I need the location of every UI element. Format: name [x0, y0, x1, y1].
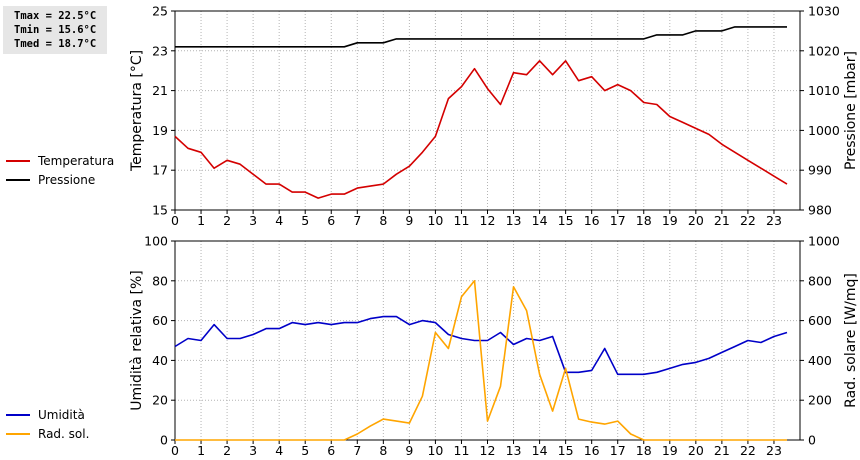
panel2-x-tick-label: 15 — [558, 443, 574, 458]
panel1-x-tick-label: 22 — [740, 213, 756, 228]
stat-tmed: Tmed = 18.7°C — [14, 38, 97, 50]
panel2-y-right-tick-label: 800 — [808, 273, 832, 288]
panel1-x-tick-label: 11 — [454, 213, 470, 228]
panel2-y-right-title: Rad. solare [W/mq] — [843, 273, 859, 408]
panel2-y-left-tick-label: 40 — [152, 353, 168, 368]
panel2-series-umidit — [174, 315, 788, 376]
panel1-y-left-tick-label: 21 — [152, 83, 168, 98]
panel1-y-right-tick-label: 980 — [808, 203, 832, 218]
panel1-y-right-tick-label: 1010 — [808, 83, 840, 98]
panel2-x-tick-label: 10 — [427, 443, 443, 458]
panel2-legend-label: Umidità — [38, 408, 85, 422]
panel1-y-right-tick-label: 1020 — [808, 43, 840, 58]
panel1-x-tick-label: 8 — [379, 213, 387, 228]
panel2-x-tick-label: 22 — [740, 443, 756, 458]
panel1-y-right-tick-label: 1030 — [808, 4, 840, 19]
panel2-y-left-tick-label: 60 — [152, 313, 168, 328]
panel2-x-tick-label: 23 — [766, 443, 782, 458]
panel1-x-tick-label: 4 — [275, 213, 283, 228]
panel1-y-right-title: Pressione [mbar] — [843, 51, 859, 170]
panel2-y-right-tick-label: 600 — [808, 313, 832, 328]
panel2-y-left-tick-label: 20 — [152, 393, 168, 408]
panel2-y-left-title: Umidità relativa [%] — [129, 270, 145, 411]
panel1-y-left-tick-label: 25 — [152, 4, 168, 19]
panel1-x-tick-label: 0 — [171, 213, 179, 228]
panel1-y-left-tick-label: 23 — [152, 43, 168, 58]
panel2-x-tick-label: 7 — [353, 443, 361, 458]
panel1-x-tick-label: 9 — [405, 213, 413, 228]
panel2-y-left-tick-label: 0 — [160, 433, 168, 448]
stats-box: Tmax = 22.5°C Tmin = 15.6°C Tmed = 18.7°… — [3, 6, 107, 54]
panel2-y-right-tick-label: 400 — [808, 353, 832, 368]
panel2-x-tick-label: 5 — [301, 443, 309, 458]
panel2-y-right-tick-label: 200 — [808, 393, 832, 408]
panel1-x-tick-label: 18 — [636, 213, 652, 228]
panel1-x-tick-label: 13 — [506, 213, 522, 228]
panel1-y-left-tick-label: 17 — [152, 163, 168, 178]
panel2-x-tick-label: 0 — [171, 443, 179, 458]
panel1-x-tick-label: 5 — [301, 213, 309, 228]
panel1-x-tick-label: 12 — [480, 213, 496, 228]
panel2-x-tick-label: 20 — [688, 443, 704, 458]
panel2-plot-frame — [174, 240, 801, 441]
panel2-x-tick-label: 13 — [506, 443, 522, 458]
panel1-x-tick-label: 23 — [766, 213, 782, 228]
panel1-y-left-tick-label: 19 — [152, 123, 168, 138]
panel2-x-tick-label: 1 — [197, 443, 205, 458]
panel1-y-left-tick-label: 15 — [152, 203, 168, 218]
panel1-plot-frame — [174, 10, 801, 211]
panel2-series-rad-sol — [175, 279, 787, 441]
panel1-x-tick-label: 17 — [610, 213, 626, 228]
stat-tmin: Tmin = 15.6°C — [14, 24, 97, 36]
panel1-x-tick-label: 16 — [584, 213, 600, 228]
stat-tmax: Tmax = 22.5°C — [14, 10, 97, 22]
panel1-x-tick-label: 1 — [197, 213, 205, 228]
panel2-x-tick-label: 14 — [532, 443, 548, 458]
panel2-x-tick-label: 4 — [275, 443, 283, 458]
panel2-x-tick-label: 8 — [379, 443, 387, 458]
panel2-x-tick-label: 18 — [636, 443, 652, 458]
panel2-legend-label: Rad. sol. — [38, 427, 89, 441]
panel1-x-tick-label: 2 — [223, 213, 231, 228]
panel1-x-tick-label: 20 — [688, 213, 704, 228]
panel1-x-tick-label: 19 — [662, 213, 678, 228]
panel2-y-left-tick-label: 80 — [152, 273, 168, 288]
panel1-x-tick-label: 10 — [427, 213, 443, 228]
panel2-x-tick-label: 16 — [584, 443, 600, 458]
panel1-x-tick-label: 14 — [532, 213, 548, 228]
panel1-series-pressione — [175, 26, 787, 48]
panel1-legend-label: Temperatura — [37, 154, 114, 168]
panel2-y-left-tick-label: 100 — [144, 234, 168, 249]
panel2-x-tick-label: 9 — [405, 443, 413, 458]
panel1-y-left-title: Temperatura [°C] — [129, 50, 145, 172]
panel1-x-tick-label: 7 — [353, 213, 361, 228]
panel2-x-tick-label: 21 — [714, 443, 730, 458]
panel1-series-temperatura — [174, 59, 788, 199]
panel1-x-tick-label: 3 — [249, 213, 257, 228]
panel2-x-tick-label: 12 — [480, 443, 496, 458]
panel2-x-tick-label: 2 — [223, 443, 231, 458]
panel1-legend-label: Pressione — [38, 173, 95, 187]
panel1-x-tick-label: 15 — [558, 213, 574, 228]
panel1-x-tick-label: 6 — [327, 213, 335, 228]
panel1-y-right-tick-label: 990 — [808, 163, 832, 178]
panel1-y-right-tick-label: 1000 — [808, 123, 840, 138]
panel2-x-tick-label: 3 — [249, 443, 257, 458]
panel2-x-tick-label: 19 — [662, 443, 678, 458]
panel1-x-tick-label: 21 — [714, 213, 730, 228]
panel2-y-right-tick-label: 0 — [808, 433, 816, 448]
panel2-x-tick-label: 17 — [610, 443, 626, 458]
panel2-x-tick-label: 6 — [327, 443, 335, 458]
panel2-y-right-tick-label: 1000 — [808, 234, 840, 249]
panel2-x-tick-label: 11 — [454, 443, 470, 458]
